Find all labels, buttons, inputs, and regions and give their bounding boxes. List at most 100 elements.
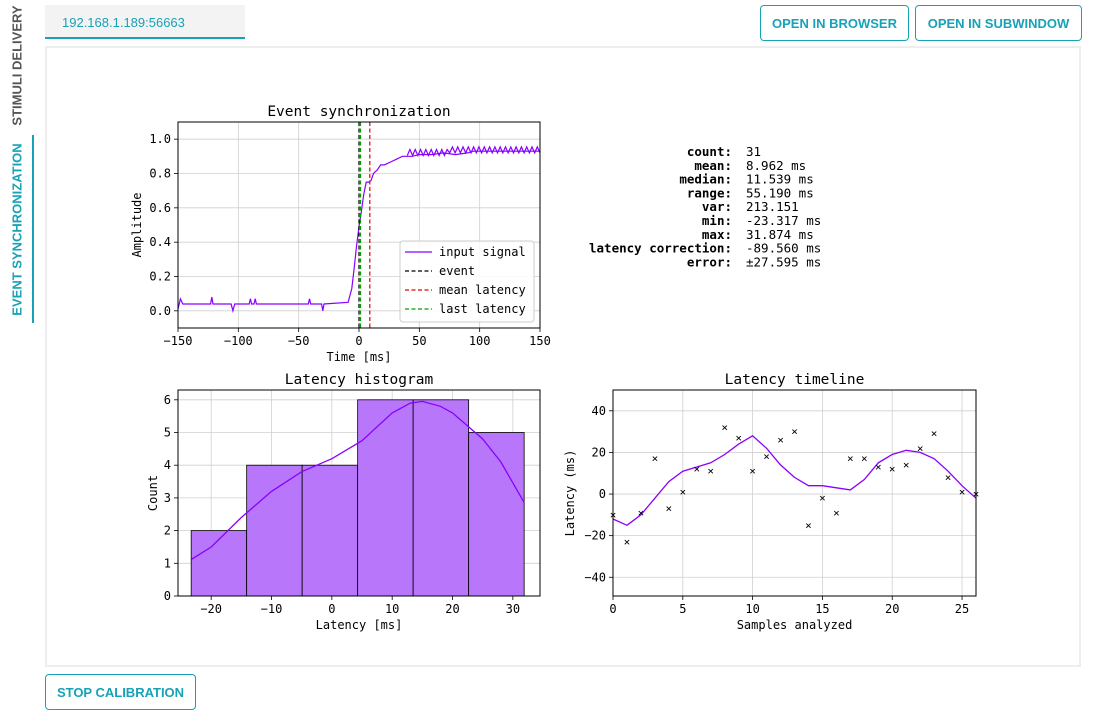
- sync-y-tick-label: 0.4: [149, 235, 171, 249]
- histogram-bar: [468, 432, 525, 597]
- stat-value: ±27.595 ms: [746, 254, 821, 269]
- latency-point: ×: [819, 492, 826, 505]
- sync-x-tick-label: −50: [288, 334, 310, 348]
- hist-x-tick-label: −10: [261, 602, 283, 616]
- timeline-y-tick-label: 40: [592, 404, 606, 418]
- open-in-subwindow-label: OPEN IN SUBWINDOW: [927, 15, 1070, 31]
- latency-point: ×: [917, 442, 924, 455]
- sync-x-tick-label: −150: [164, 334, 193, 348]
- hist-x-tick-label: 20: [445, 602, 459, 616]
- latency-point: ×: [777, 433, 784, 446]
- open-in-subwindow-button[interactable]: OPEN IN SUBWINDOW: [915, 5, 1082, 41]
- latency-point: ×: [721, 421, 728, 434]
- latency-point: ×: [875, 460, 882, 473]
- timeline-axes: 0 5 10 15 20 25 −40 −20 0 20 40: [584, 390, 976, 616]
- histogram-bar: [301, 464, 359, 597]
- stat-label: min:: [702, 213, 732, 228]
- hist-x-tick-label: −20: [200, 602, 222, 616]
- stat-label: count:: [687, 144, 732, 159]
- hist-y-tick-label: 5: [164, 426, 171, 440]
- stat-label: median:: [679, 172, 732, 187]
- address-field[interactable]: 192.168.1.189:56663: [45, 5, 245, 39]
- hist-y-tick-label: 2: [164, 524, 171, 538]
- hist-frame: [177, 389, 541, 597]
- latency-trend-line: [612, 434, 977, 527]
- latency-point: ×: [945, 471, 952, 484]
- timeline-title: Latency timeline: [725, 372, 865, 388]
- timeline-x-tick-label: 0: [609, 602, 616, 616]
- sync-x-tick-label: 50: [412, 334, 426, 348]
- legend-box: [399, 240, 535, 323]
- sync-x-tick-label: 0: [355, 334, 362, 348]
- sync-frame: [177, 121, 541, 329]
- open-in-browser-label: OPEN IN BROWSER: [772, 15, 897, 31]
- latency-point: ×: [931, 427, 938, 440]
- stat-label: mean:: [694, 158, 732, 173]
- sync-title: Event synchronization: [267, 104, 450, 120]
- stat-label: range:: [687, 185, 732, 200]
- hist-xlabel: Latency [ms]: [316, 618, 403, 632]
- latency-point: ×: [889, 463, 896, 476]
- sync-x-tick-label: 100: [469, 334, 491, 348]
- hist-y-tick-label: 3: [164, 491, 171, 505]
- stat-label: max:: [702, 227, 732, 242]
- hist-y-tick-label: 1: [164, 556, 171, 570]
- hist-title: Latency histogram: [285, 372, 434, 388]
- address-value: 192.168.1.189:56663: [62, 15, 185, 30]
- histogram-bar: [246, 464, 303, 597]
- sync-xlabel: Time [ms]: [326, 350, 391, 364]
- stat-value: 31.874 ms: [746, 227, 814, 242]
- tab-event-synchronization[interactable]: EVENT SYNCHRONIZATION: [2, 135, 34, 323]
- input-signal-ripple: [406, 145, 541, 157]
- latency-point: ×: [959, 485, 966, 498]
- hist-y-tick-label: 4: [164, 458, 171, 472]
- stat-label: latency correction:: [589, 241, 732, 256]
- latency-point: ×: [652, 452, 659, 465]
- legend-label-input-signal: input signal: [439, 245, 526, 259]
- legend-label-event: event: [439, 264, 475, 278]
- histogram-bar: [190, 530, 248, 597]
- kde-curve: [190, 400, 525, 560]
- sync-legend: input signal event mean latency last latenc…: [399, 240, 535, 323]
- stop-calibration-label: STOP CALIBRATION: [56, 684, 185, 700]
- timeline-y-tick-label: −20: [584, 529, 606, 543]
- timeline-y-tick-label: 0: [599, 487, 606, 501]
- sync-y-tick-label: 0.2: [149, 270, 171, 284]
- latency-point: ×: [903, 458, 910, 471]
- stats-block: count: 31 mean: 8.962 ms median: 11.539 ms ran…: [589, 144, 821, 269]
- latency-point: ×: [624, 535, 631, 548]
- timeline-x-tick-label: 15: [815, 602, 829, 616]
- latency-point: ×: [749, 465, 756, 478]
- latency-point: ×: [791, 425, 798, 438]
- timeline-xlabel: Samples analyzed: [737, 618, 853, 632]
- timeline-frame: [612, 389, 977, 597]
- latency-point: ×: [861, 452, 868, 465]
- hist-y-tick-label: 6: [164, 393, 171, 407]
- sync-y-tick-label: 0.6: [149, 201, 171, 215]
- stat-value: 8.962 ms: [746, 158, 806, 173]
- timeline-x-tick-label: 20: [885, 602, 899, 616]
- timeline-y-tick-label: −40: [584, 570, 606, 584]
- open-in-browser-button[interactable]: OPEN IN BROWSER: [760, 5, 909, 41]
- latency-point: ×: [693, 463, 700, 476]
- legend-label-mean-latency: mean latency: [439, 283, 526, 297]
- latency-point: ×: [707, 465, 714, 478]
- stop-calibration-button[interactable]: STOP CALIBRATION: [45, 674, 196, 710]
- latency-point: ×: [638, 506, 645, 519]
- hist-y-tick-label: 0: [164, 589, 171, 603]
- histogram-bar: [357, 399, 414, 597]
- stat-value: -23.317 ms: [746, 213, 821, 228]
- stat-value: 11.539 ms: [746, 172, 814, 187]
- stat-value: 55.190 ms: [746, 185, 814, 200]
- sync-x-tick-label: 150: [529, 334, 551, 348]
- timeline-y-tick-label: 20: [592, 445, 606, 459]
- sync-x-tick-label: −100: [224, 334, 253, 348]
- stat-label: error:: [687, 254, 732, 269]
- hist-x-tick-label: 10: [385, 602, 399, 616]
- stat-value: 213.151: [746, 199, 799, 214]
- latency-point: ×: [805, 519, 812, 532]
- stat-value: -89.560 ms: [746, 241, 821, 256]
- latency-point: ×: [679, 485, 686, 498]
- stat-label: var:: [702, 199, 732, 214]
- latency-point: ×: [847, 452, 854, 465]
